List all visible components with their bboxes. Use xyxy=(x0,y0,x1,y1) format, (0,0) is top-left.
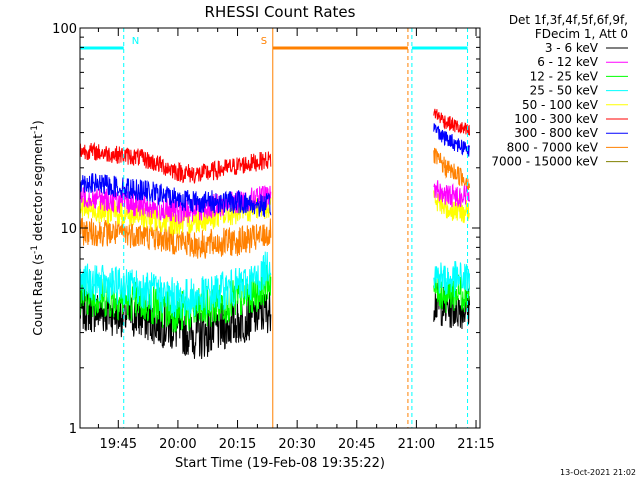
series-line-7-after-gap xyxy=(433,123,471,157)
series-line-8-before-gap xyxy=(79,217,272,259)
y-tick-label: 10 xyxy=(60,222,77,237)
series-line-4-before-gap xyxy=(79,251,272,319)
x-axis-label: Start Time (19-Feb-08 19:35:22) xyxy=(175,456,385,471)
x-tick-label: 19:45 xyxy=(100,437,137,452)
legend-entry-label: 800 - 7000 keV xyxy=(507,140,599,154)
series-line-4-after-gap xyxy=(433,261,471,298)
x-tick-label: 20:30 xyxy=(278,437,315,452)
night-label: N xyxy=(132,36,139,47)
x-tick-label: 20:45 xyxy=(338,437,375,452)
legend-entry-label: 12 - 25 keV xyxy=(530,69,599,83)
legend-entry-label: 3 - 6 keV xyxy=(545,41,599,55)
series-layer xyxy=(79,108,471,359)
x-axis: 19:45 20:00 20:15 20:30 20:45 21:00 21:15 xyxy=(97,28,495,452)
legend-entry-label: 50 - 100 keV xyxy=(522,98,599,112)
saa-label: S xyxy=(261,36,267,47)
legend-entry-label: 300 - 800 keV xyxy=(514,126,598,140)
legend-header-line1: Det 1f,3f,4f,5f,6f,9f, xyxy=(509,13,628,27)
x-tick-label: 21:00 xyxy=(398,437,435,452)
y-tick-label: 100 xyxy=(52,22,77,37)
x-tick-label: 20:00 xyxy=(159,437,196,452)
series-line-6-after-gap xyxy=(433,108,471,136)
chart-title: RHESSI Count Rates xyxy=(205,3,356,21)
series-line-8-after-gap xyxy=(433,147,471,191)
legend-entry-label: 7000 - 15000 keV xyxy=(491,155,598,169)
legend-header-line2: FDecim 1, Att 0 xyxy=(535,27,628,41)
series-line-6-before-gap xyxy=(79,141,272,184)
y-axis-label: Count Rate (s-1 detector segment-1) xyxy=(30,120,45,335)
legend: Det 1f,3f,4f,5f,6f,9f, FDecim 1, Att 0 3… xyxy=(491,13,628,169)
y-axis: 1 10 100 xyxy=(52,22,480,437)
legend-entry-label: 6 - 12 keV xyxy=(537,55,599,69)
timestamp: 13-Oct-2021 21:02 xyxy=(560,468,636,477)
series-line-7-before-gap xyxy=(79,173,272,218)
y-tick-label: 1 xyxy=(69,422,77,437)
x-tick-label: 21:15 xyxy=(457,437,494,452)
x-tick-label: 20:15 xyxy=(219,437,256,452)
legend-entry-label: 25 - 50 keV xyxy=(530,84,599,98)
legend-entry-label: 100 - 300 keV xyxy=(514,112,598,126)
series-line-2-after-gap xyxy=(433,180,471,209)
